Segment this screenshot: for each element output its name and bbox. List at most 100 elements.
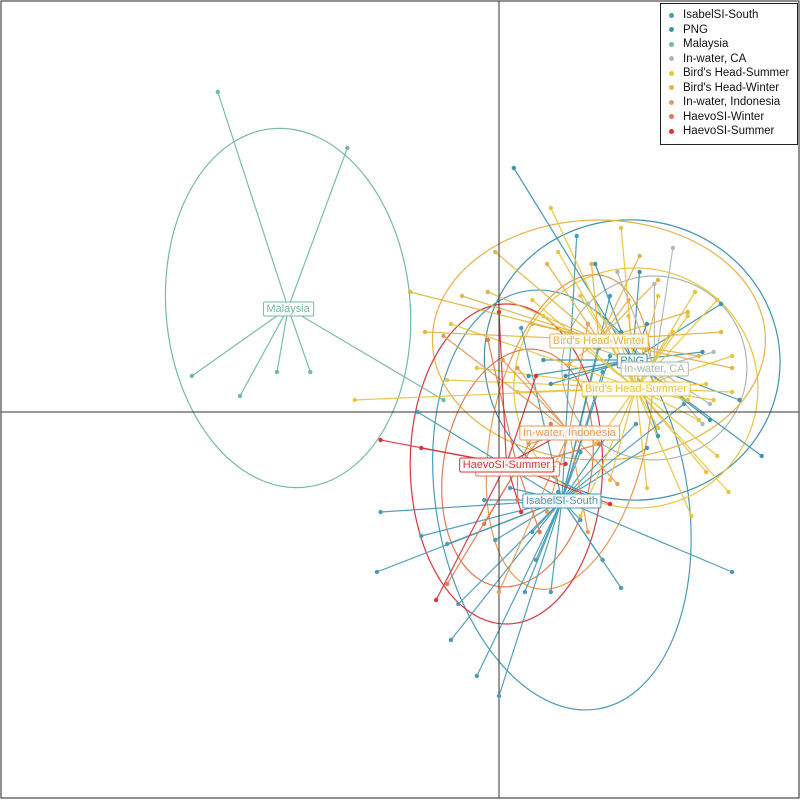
- point-bird-s-head-summer: [685, 313, 690, 319]
- point-isabelsi-south: [548, 589, 553, 595]
- point-bird-s-head-summer: [607, 477, 613, 483]
- point-bird-s-head-winter: [696, 353, 701, 359]
- legend-item-in-water-indonesia: In-water, Indonesia: [669, 95, 797, 110]
- point-bird-s-head-summer: [729, 389, 735, 395]
- legend-dot-icon: [669, 114, 674, 120]
- spoke-isabelsi-south: [498, 499, 563, 697]
- point-bird-s-head-summer: [618, 225, 624, 231]
- ellipse-malaysia: [164, 127, 412, 489]
- point-bird-s-head-winter: [422, 329, 428, 335]
- centroid-label-bird-s-head-summer: Bird's Head-Summer: [581, 381, 691, 397]
- point-isabelsi-south: [600, 369, 605, 375]
- point-haevosi-winter: [548, 421, 553, 427]
- point-bird-s-head-summer: [711, 397, 716, 403]
- legend-label: In-water, CA: [683, 52, 747, 65]
- centroid-label-box: [581, 381, 691, 397]
- point-in-water-indonesia: [496, 589, 502, 595]
- point-bird-s-head-summer: [626, 313, 631, 319]
- spoke-in-water-indonesia: [498, 431, 570, 593]
- legend-dot-icon: [669, 12, 674, 18]
- point-bird-s-head-summer: [448, 321, 454, 327]
- legend-item-bird-s-head-summer: Bird's Head-Summer: [669, 66, 797, 81]
- spoke-haevosi-summer: [435, 463, 507, 601]
- point-isabelsi-south: [607, 353, 613, 359]
- spoke-isabelsi-south: [561, 295, 611, 501]
- point-isabelsi-south: [533, 557, 539, 563]
- point-isabelsi-south: [415, 409, 420, 415]
- legend-dot-icon: [669, 128, 674, 134]
- point-haevosi-winter: [485, 337, 491, 343]
- spoke-bird-s-head-winter: [598, 279, 659, 341]
- point-haevosi-summer: [533, 373, 539, 379]
- centroid-label-in-water-indonesia: In-water, Indonesia: [519, 425, 621, 441]
- legend-label: PNG: [683, 23, 708, 36]
- spoke-bird-s-head-summer: [543, 315, 637, 389]
- point-isabelsi-south: [493, 537, 498, 543]
- spoke-in-water-indonesia: [502, 359, 570, 433]
- point-bird-s-head-summer: [548, 205, 553, 211]
- point-bird-s-head-summer: [644, 485, 650, 491]
- spoke-in-water-indonesia: [568, 431, 618, 485]
- point-bird-s-head-summer: [692, 289, 698, 295]
- point-haevosi-summer: [433, 597, 439, 603]
- point-png: [618, 329, 624, 335]
- point-isabelsi-south: [522, 589, 528, 595]
- point-png: [700, 349, 705, 355]
- centroid-label-bird-s-head-winter: Bird's Head-Winter: [549, 333, 649, 349]
- legend-item-in-water-ca: In-water, CA: [669, 52, 797, 67]
- legend-item-isabelsi-south: IsabelSI-South: [669, 8, 797, 23]
- spoke-isabelsi-south: [450, 499, 563, 641]
- point-haevosi-winter: [482, 521, 487, 527]
- spoke-haevosi-winter: [483, 467, 519, 525]
- point-png: [511, 165, 516, 171]
- point-bird-s-head-winter: [493, 249, 498, 255]
- centroid-label-box: [549, 333, 649, 349]
- spoke-malaysia: [191, 307, 289, 377]
- spoke-bird-s-head-winter: [598, 255, 641, 341]
- centroid-label-box: [522, 493, 602, 509]
- legend-dot-icon: [669, 70, 674, 76]
- legend-dot-icon: [669, 27, 674, 33]
- point-bird-s-head-summer: [729, 353, 735, 359]
- point-bird-s-head-summer: [685, 397, 690, 403]
- point-bird-s-head-winter: [567, 361, 572, 367]
- point-malaysia: [237, 393, 243, 399]
- spoke-in-water-indonesia: [568, 431, 589, 533]
- point-bird-s-head-winter: [685, 309, 690, 315]
- point-haevosi-winter: [537, 529, 542, 535]
- centroid-label-box: [519, 425, 621, 441]
- point-in-water-ca: [711, 349, 716, 355]
- point-isabelsi-south: [530, 529, 535, 535]
- spoke-isabelsi-south: [417, 411, 563, 501]
- point-isabelsi-south: [600, 557, 605, 563]
- point-bird-s-head-summer: [689, 513, 694, 519]
- spoke-bird-s-head-winter: [590, 263, 600, 341]
- centroid-label-in-water-ca: In-water, CA: [620, 361, 689, 377]
- spoke-malaysia: [239, 307, 289, 397]
- point-isabelsi-south: [419, 533, 424, 539]
- point-bird-s-head-summer: [696, 417, 701, 423]
- spoke-isabelsi-south: [535, 499, 563, 561]
- spoke-malaysia: [287, 147, 348, 309]
- point-in-water-ca: [700, 421, 705, 427]
- centroid-label-box: [620, 361, 689, 377]
- point-haevosi-summer: [378, 437, 383, 443]
- spoke-bird-s-head-summer: [635, 387, 729, 493]
- spoke-bird-s-head-winter: [598, 299, 629, 341]
- point-bird-s-head-winter: [544, 261, 550, 267]
- spoke-in-water-indonesia: [443, 335, 570, 433]
- point-bird-s-head-summer: [474, 365, 479, 371]
- point-isabelsi-south: [729, 569, 735, 575]
- centroid-label-text: In-water, CA: [624, 363, 685, 375]
- centroid-label-text: Bird's Head-Winter: [553, 335, 645, 347]
- point-bird-s-head-winter: [718, 329, 724, 335]
- point-haevosi-summer: [607, 501, 613, 507]
- spoke-malaysia: [287, 307, 444, 401]
- point-bird-s-head-winter: [530, 321, 535, 327]
- point-png: [593, 261, 598, 267]
- point-malaysia: [308, 369, 313, 375]
- point-in-water-ca: [652, 281, 657, 287]
- spoke-haevosi-summer: [498, 311, 507, 465]
- legend-item-malaysia: Malaysia: [669, 37, 797, 52]
